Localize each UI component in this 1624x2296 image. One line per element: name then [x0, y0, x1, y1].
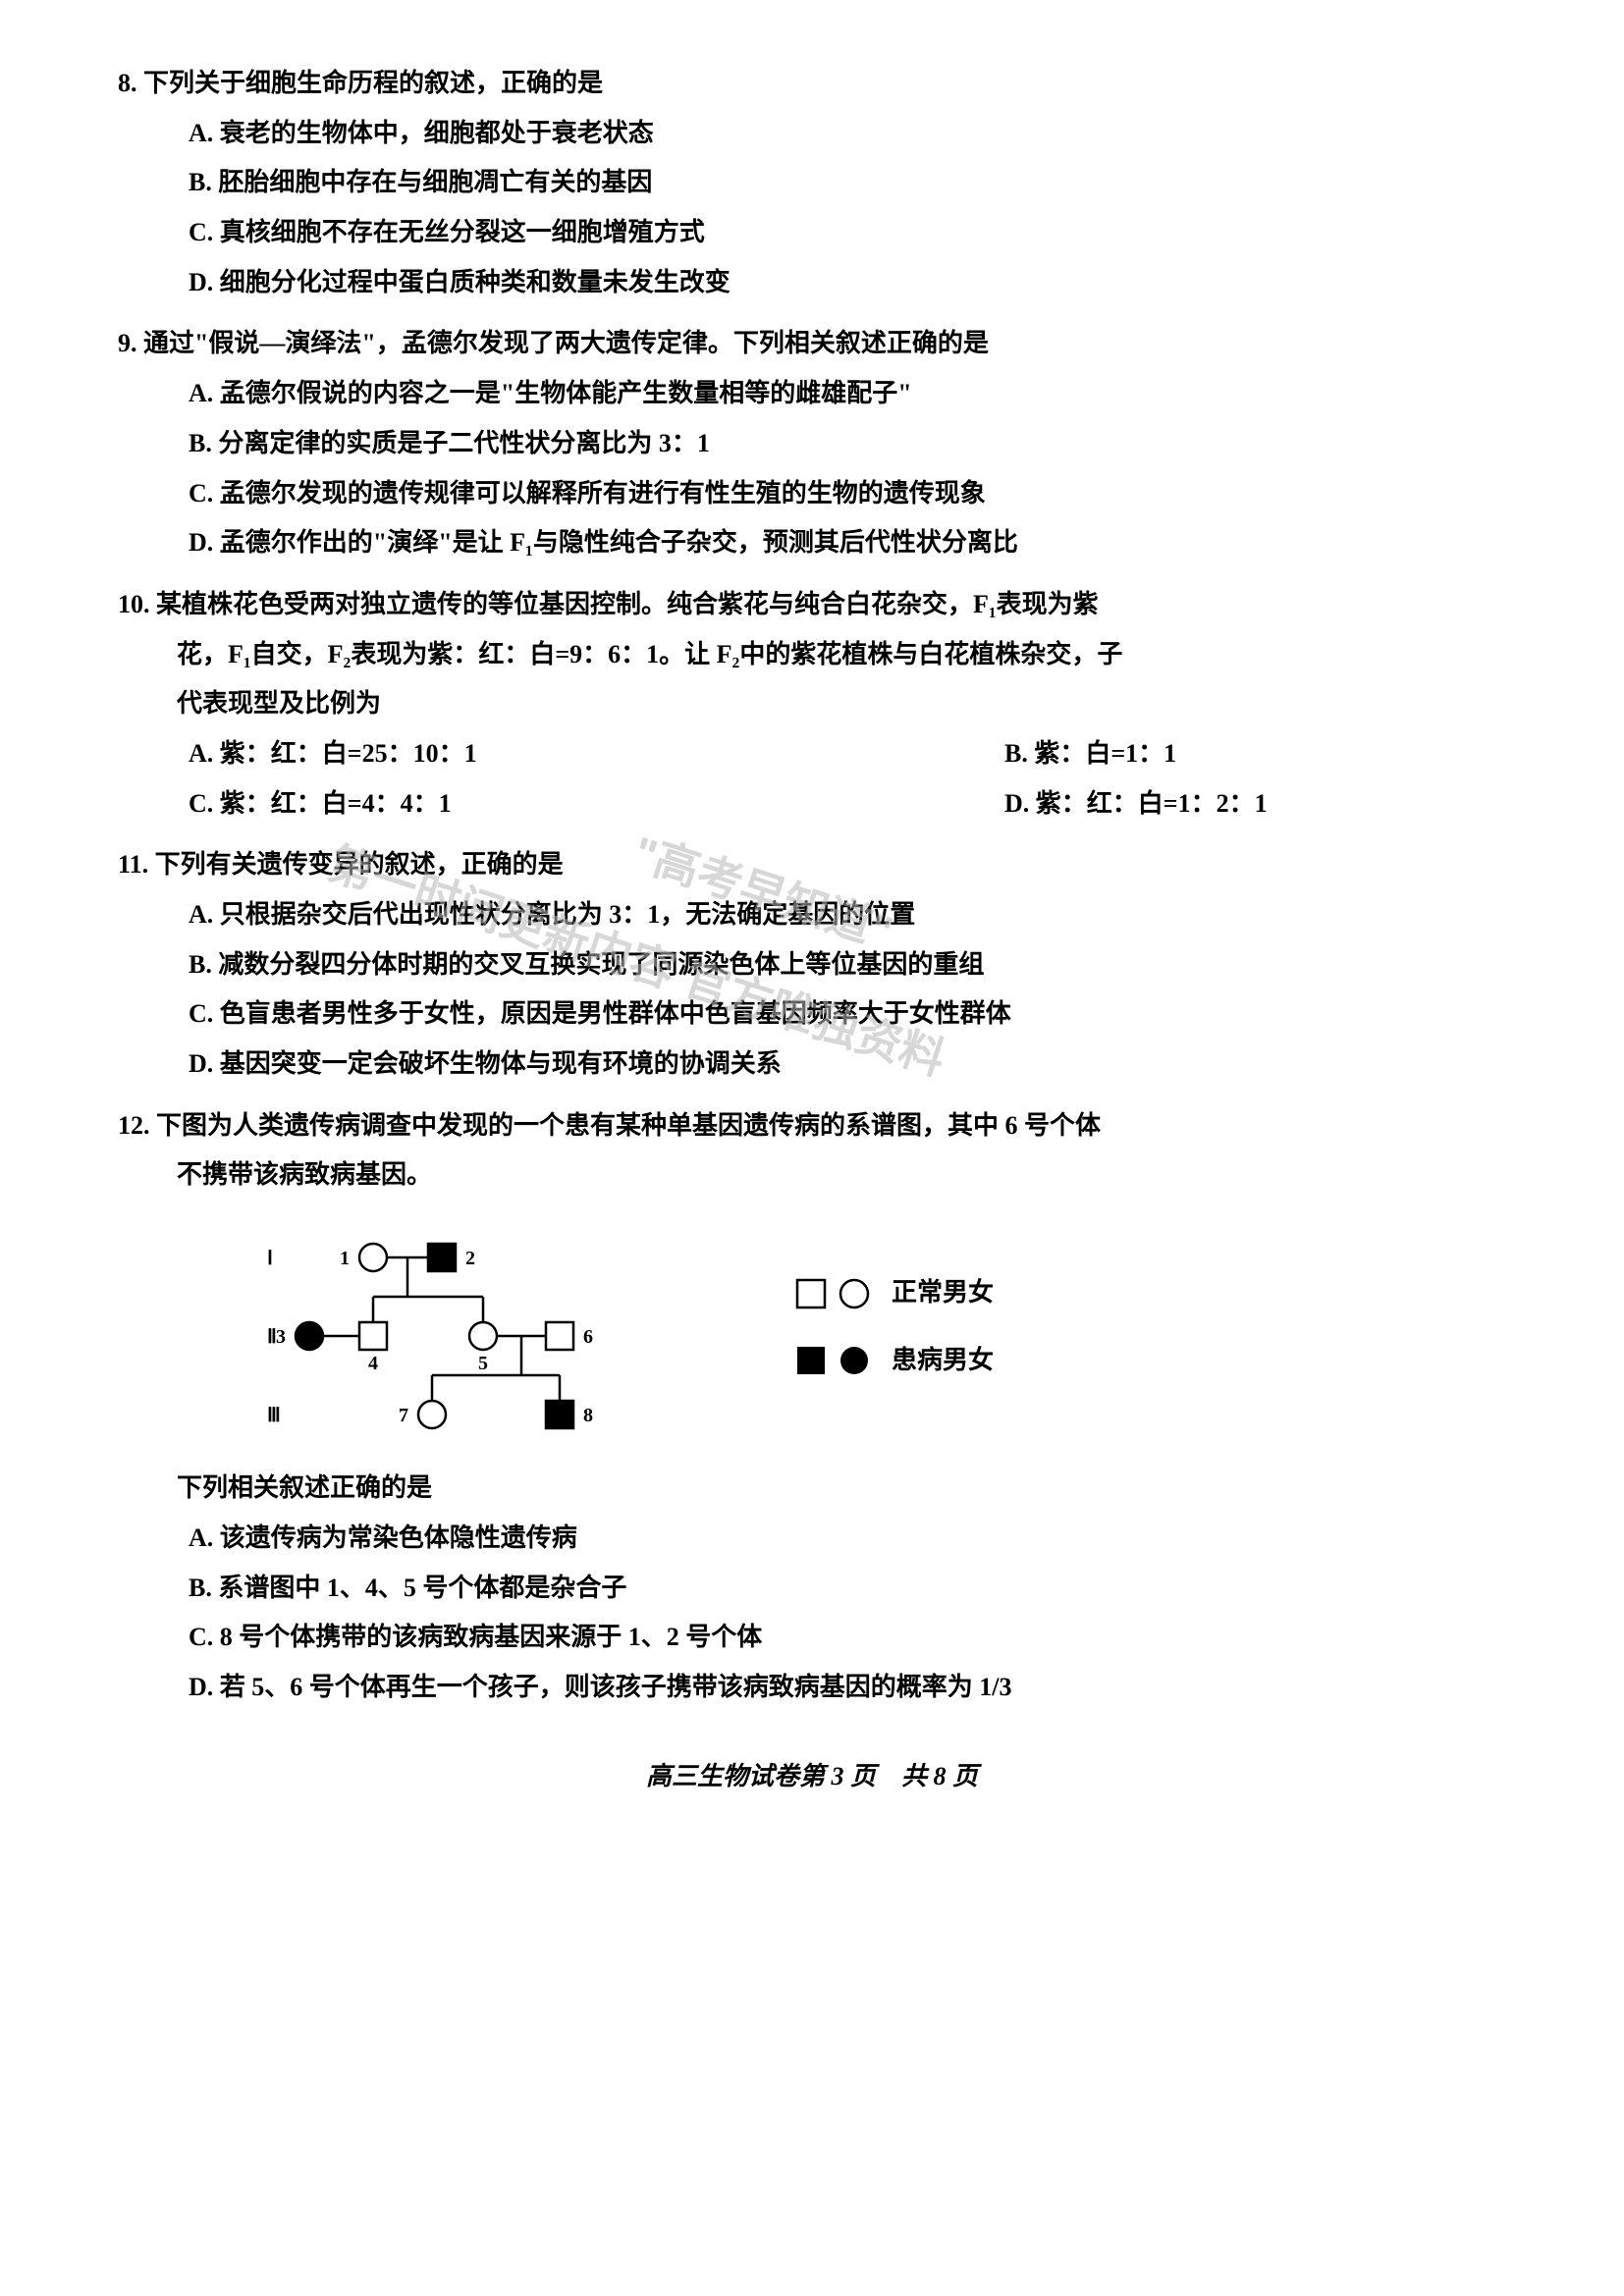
legend-normal-icon: [795, 1278, 874, 1309]
q11-option-c: C. 色盲患者男性多于女性，原因是男性群体中色盲基因频率大于女性群体: [118, 989, 1506, 1040]
q12-option-a: A. 该遗传病为常染色体隐性遗传病: [118, 1514, 1506, 1564]
svg-text:1: 1: [340, 1248, 350, 1269]
q12-option-b: B. 系谱图中 1、4、5 号个体都是杂合子: [118, 1564, 1506, 1614]
q11-option-d: D. 基因突变一定会破坏生物体与现有环境的协调关系: [118, 1040, 1506, 1090]
q10-option-b: B. 紫：白=1：1: [690, 729, 1506, 779]
question-11: 11. 下列有关遗传变异的叙述，正确的是 A. 只根据杂交后代出现性状分离比为 …: [118, 840, 1506, 1089]
q10-option-c: C. 紫：红：白=4：4：1: [189, 779, 690, 829]
q8-option-a: A. 衰老的生物体中，细胞都处于衰老状态: [118, 109, 1506, 159]
question-10: 10. 某植株花色受两对独立遗传的等位基因控制。纯合紫花与纯合白花杂交，F₁表现…: [118, 580, 1506, 828]
q11-stem: 11. 下列有关遗传变异的叙述，正确的是: [118, 840, 1506, 890]
q10-option-a: A. 紫：红：白=25：10：1: [189, 729, 690, 779]
svg-text:7: 7: [399, 1405, 408, 1426]
question-9: 9. 通过"假说—演绎法"，孟德尔发现了两大遗传定律。下列相关叙述正确的是 A.…: [118, 319, 1506, 567]
q12-substem: 下列相关叙述正确的是: [118, 1464, 1506, 1514]
question-12: 12. 下图为人类遗传病调查中发现的一个患有某种单基因遗传病的系谱图，其中 6 …: [118, 1101, 1506, 1713]
q10-stem: 10. 某植株花色受两对独立遗传的等位基因控制。纯合紫花与纯合白花杂交，F₁表现…: [118, 580, 1506, 630]
svg-text:2: 2: [465, 1248, 475, 1269]
q11-option-a: A. 只根据杂交后代出现性状分离比为 3：1，无法确定基因的位置: [118, 890, 1506, 940]
q9-option-a: A. 孟德尔假说的内容之一是"生物体能产生数量相等的雌雄配子": [118, 369, 1506, 419]
legend-affected-icon: [795, 1345, 874, 1376]
page-footer: 高三生物试卷第 3 页 共 8 页: [118, 1752, 1506, 1802]
q8-option-c: C. 真核细胞不存在无丝分裂这一细胞增殖方式: [118, 208, 1506, 258]
q12-option-c: C. 8 号个体携带的该病致病基因来源于 1、2 号个体: [118, 1613, 1506, 1663]
q12-stem: 12. 下图为人类遗传病调查中发现的一个患有某种单基因遗传病的系谱图，其中 6 …: [118, 1101, 1506, 1151]
svg-text:5: 5: [478, 1353, 488, 1374]
q9-stem: 9. 通过"假说—演绎法"，孟德尔发现了两大遗传定律。下列相关叙述正确的是: [118, 319, 1506, 369]
pedigree-legend: 正常男女 患病男女: [795, 1268, 994, 1403]
legend-normal-label: 正常男女: [892, 1268, 994, 1318]
q8-option-b: B. 胚胎细胞中存在与细胞凋亡有关的基因: [118, 158, 1506, 208]
q10-option-d: D. 紫：红：白=1：2：1: [690, 779, 1506, 829]
question-8: 8. 下列关于细胞生命历程的叙述，正确的是 A. 衰老的生物体中，细胞都处于衰老…: [118, 59, 1506, 307]
q10-stem-2: 花，F₁自交，F₂表现为紫：红：白=9：6：1。让 F₂中的紫花植株与白花植株杂…: [118, 630, 1506, 680]
q12-option-d: D. 若 5、6 号个体再生一个孩子，则该孩子携带该病致病基因的概率为 1/3: [118, 1663, 1506, 1713]
q9-option-d: D. 孟德尔作出的"演绎"是让 F₁与隐性纯合子杂交，预测其后代性状分离比: [118, 518, 1506, 568]
q9-option-b: B. 分离定律的实质是子二代性状分离比为 3：1: [118, 419, 1506, 469]
svg-text:3: 3: [276, 1326, 286, 1348]
legend-normal: 正常男女: [795, 1268, 994, 1318]
legend-affected: 患病男女: [795, 1336, 994, 1386]
svg-text:6: 6: [583, 1326, 593, 1348]
q11-option-b: B. 减数分裂四分体时期的交叉互换实现了同源染色体上等位基因的重组: [118, 940, 1506, 990]
svg-text:Ⅰ: Ⅰ: [267, 1248, 273, 1269]
svg-text:Ⅲ: Ⅲ: [267, 1405, 281, 1426]
q9-option-c: C. 孟德尔发现的遗传规律可以解释所有进行有性生殖的生物的遗传现象: [118, 469, 1506, 519]
q8-option-d: D. 细胞分化过程中蛋白质种类和数量未发生改变: [118, 258, 1506, 308]
pedigree-chart: ⅠⅡⅢ12345678: [255, 1218, 638, 1454]
q12-stem-2: 不携带该病致病基因。: [118, 1150, 1506, 1201]
pedigree-container: ⅠⅡⅢ12345678 正常男女 患病男女: [118, 1218, 1506, 1454]
svg-text:8: 8: [583, 1405, 593, 1426]
legend-affected-label: 患病男女: [892, 1336, 994, 1386]
q10-stem-3: 代表现型及比例为: [118, 679, 1506, 729]
svg-text:4: 4: [368, 1353, 378, 1374]
q8-stem: 8. 下列关于细胞生命历程的叙述，正确的是: [118, 59, 1506, 109]
